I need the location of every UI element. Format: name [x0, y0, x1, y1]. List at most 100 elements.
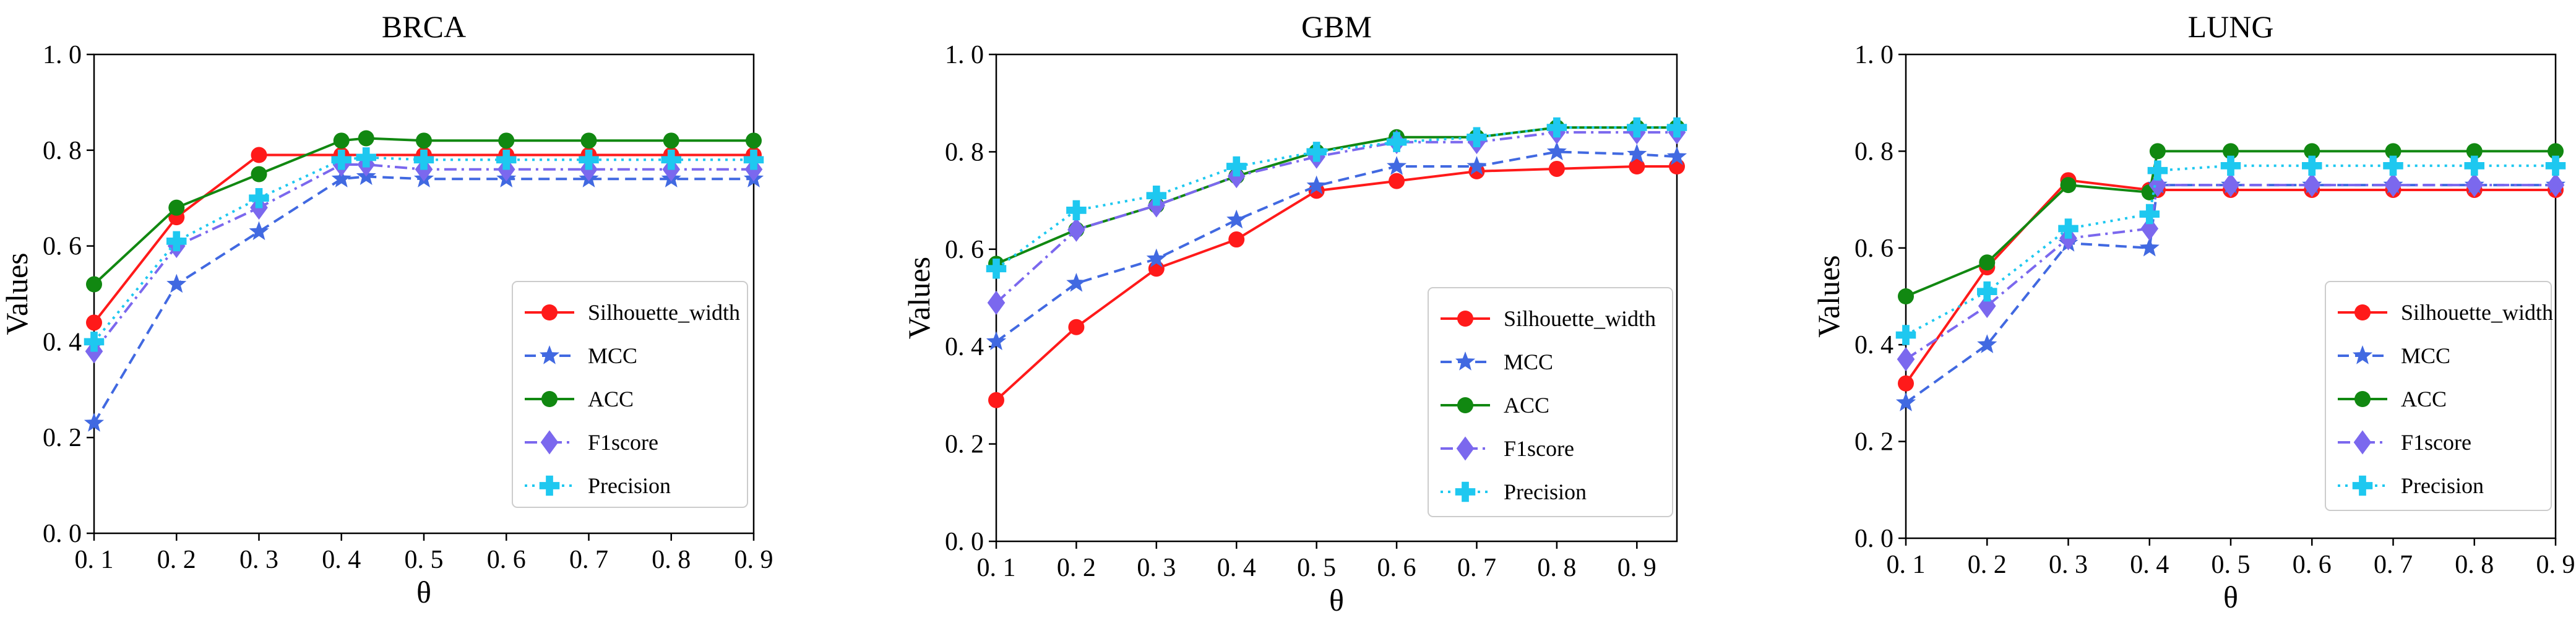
data-point	[2546, 173, 2565, 197]
legend: Silhouette_width MCC ACC F1score Precision	[2325, 281, 2553, 511]
legend-label: F1score	[588, 430, 658, 455]
data-point	[987, 290, 1006, 315]
data-point	[1386, 132, 1407, 152]
panel-gbm: GBM 0. 0 0. 2 0. 4 0. 6 0. 8 1. 0 0. 1 0. 2 0. 3 0…	[902, 9, 1687, 617]
legend-marker	[2352, 475, 2373, 496]
y-tick-label: 0. 0	[1854, 525, 1893, 553]
data-point	[1226, 209, 1247, 229]
y-tick-label: 0. 8	[1854, 137, 1893, 166]
legend-marker	[541, 304, 558, 320]
x-tick-label: 0. 6	[487, 546, 526, 574]
data-point	[2464, 155, 2484, 176]
data-point	[1627, 144, 1647, 163]
x-tick-label: 0. 8	[652, 546, 691, 574]
series-line	[995, 126, 1677, 270]
series-line	[995, 165, 1677, 402]
x-tick-label: 0. 3	[2049, 551, 2088, 579]
data-point	[2384, 173, 2402, 197]
x-tick-label: 0. 6	[1377, 554, 1416, 582]
x-tick-label: 0. 9	[1618, 554, 1656, 582]
panel-lung: LUNG 0. 0 0. 2 0. 4 0. 6 0. 8 1. 0 0. 1 0. 2 0. 3…	[1811, 9, 2575, 614]
legend-item: F1score	[1441, 436, 1574, 461]
series-line	[995, 150, 1678, 343]
series-line	[93, 163, 754, 353]
data-point	[1546, 141, 1567, 161]
y-tick-label: 0. 2	[1854, 428, 1893, 457]
data-point	[579, 150, 599, 170]
legend-label: Silhouette_width	[588, 300, 740, 325]
legend-item: MCC	[1441, 350, 1553, 374]
y-tick-label: 1. 0	[1854, 41, 1893, 69]
y-tick-label: 1. 0	[43, 41, 82, 69]
y-tick-label: 0. 6	[945, 236, 984, 264]
legend-label: Precision	[2401, 473, 2484, 498]
legend: Silhouette_width MCC ACC F1score Precision	[512, 281, 748, 508]
data-point	[661, 150, 681, 170]
series-precision	[986, 117, 1687, 279]
legend-label: ACC	[1504, 393, 1549, 418]
legend-label: Silhouette_width	[2401, 300, 2553, 325]
data-point	[1979, 254, 1996, 271]
data-point	[498, 132, 515, 149]
data-point	[1306, 175, 1327, 195]
data-point	[166, 231, 187, 252]
series-line	[93, 175, 754, 424]
x-tick-label: 0. 5	[2212, 551, 2251, 579]
legend-marker	[2353, 430, 2372, 455]
data-point	[1666, 146, 1687, 165]
data-point	[1977, 334, 1997, 353]
data-point	[2223, 143, 2239, 160]
chart-title: GBM	[1301, 9, 1372, 44]
data-point	[2304, 143, 2320, 160]
x-tick-label: 0. 9	[734, 546, 773, 574]
legend-label: ACC	[2401, 387, 2447, 411]
data-point	[2302, 173, 2321, 197]
legend-item: Precision	[1441, 479, 1587, 504]
chart-title: BRCA	[382, 9, 466, 44]
data-point	[166, 273, 187, 293]
data-point	[496, 150, 517, 170]
series-line	[1905, 164, 2556, 337]
series-line	[995, 131, 1677, 304]
legend-item: MCC	[2338, 343, 2450, 368]
data-point	[331, 168, 351, 187]
x-tick-label: 0. 2	[1057, 554, 1096, 582]
data-point	[2060, 177, 2077, 194]
legend-label: F1score	[2401, 430, 2471, 455]
data-point	[2149, 143, 2166, 160]
legend-marker	[2354, 391, 2371, 407]
data-point	[1627, 117, 1647, 138]
data-point	[663, 132, 679, 149]
legend-label: ACC	[588, 387, 634, 411]
data-point	[86, 314, 102, 331]
series-precision	[1895, 155, 2566, 345]
data-point	[2139, 237, 2160, 257]
x-tick-label: 0. 1	[977, 554, 1016, 582]
data-point	[2465, 173, 2484, 197]
data-point	[2221, 173, 2240, 197]
legend-label: Precision	[588, 473, 671, 498]
data-point	[2147, 160, 2168, 181]
x-tick-label: 0. 8	[2455, 551, 2494, 579]
x-tick-label: 0. 2	[1968, 551, 2007, 579]
legend-item: Precision	[525, 473, 671, 498]
x-tick-label: 0. 4	[2130, 551, 2169, 579]
legend-box	[512, 281, 748, 508]
y-axis-label: Values	[1811, 255, 1846, 337]
data-point	[84, 332, 105, 352]
series-f1score	[987, 120, 1686, 315]
data-point	[1666, 117, 1687, 138]
data-point	[986, 259, 1007, 279]
data-point	[1228, 231, 1245, 248]
data-point	[2548, 143, 2564, 160]
series-acc	[1898, 143, 2564, 304]
legend-item: Precision	[2338, 473, 2484, 498]
data-point	[251, 166, 267, 183]
legend-label: MCC	[1504, 350, 1553, 374]
legend-marker	[1455, 351, 1476, 371]
data-point	[2139, 204, 2160, 225]
y-tick-label: 0. 8	[945, 138, 984, 166]
legend-label: F1score	[1504, 436, 1574, 461]
y-tick-label: 0. 2	[945, 431, 984, 459]
